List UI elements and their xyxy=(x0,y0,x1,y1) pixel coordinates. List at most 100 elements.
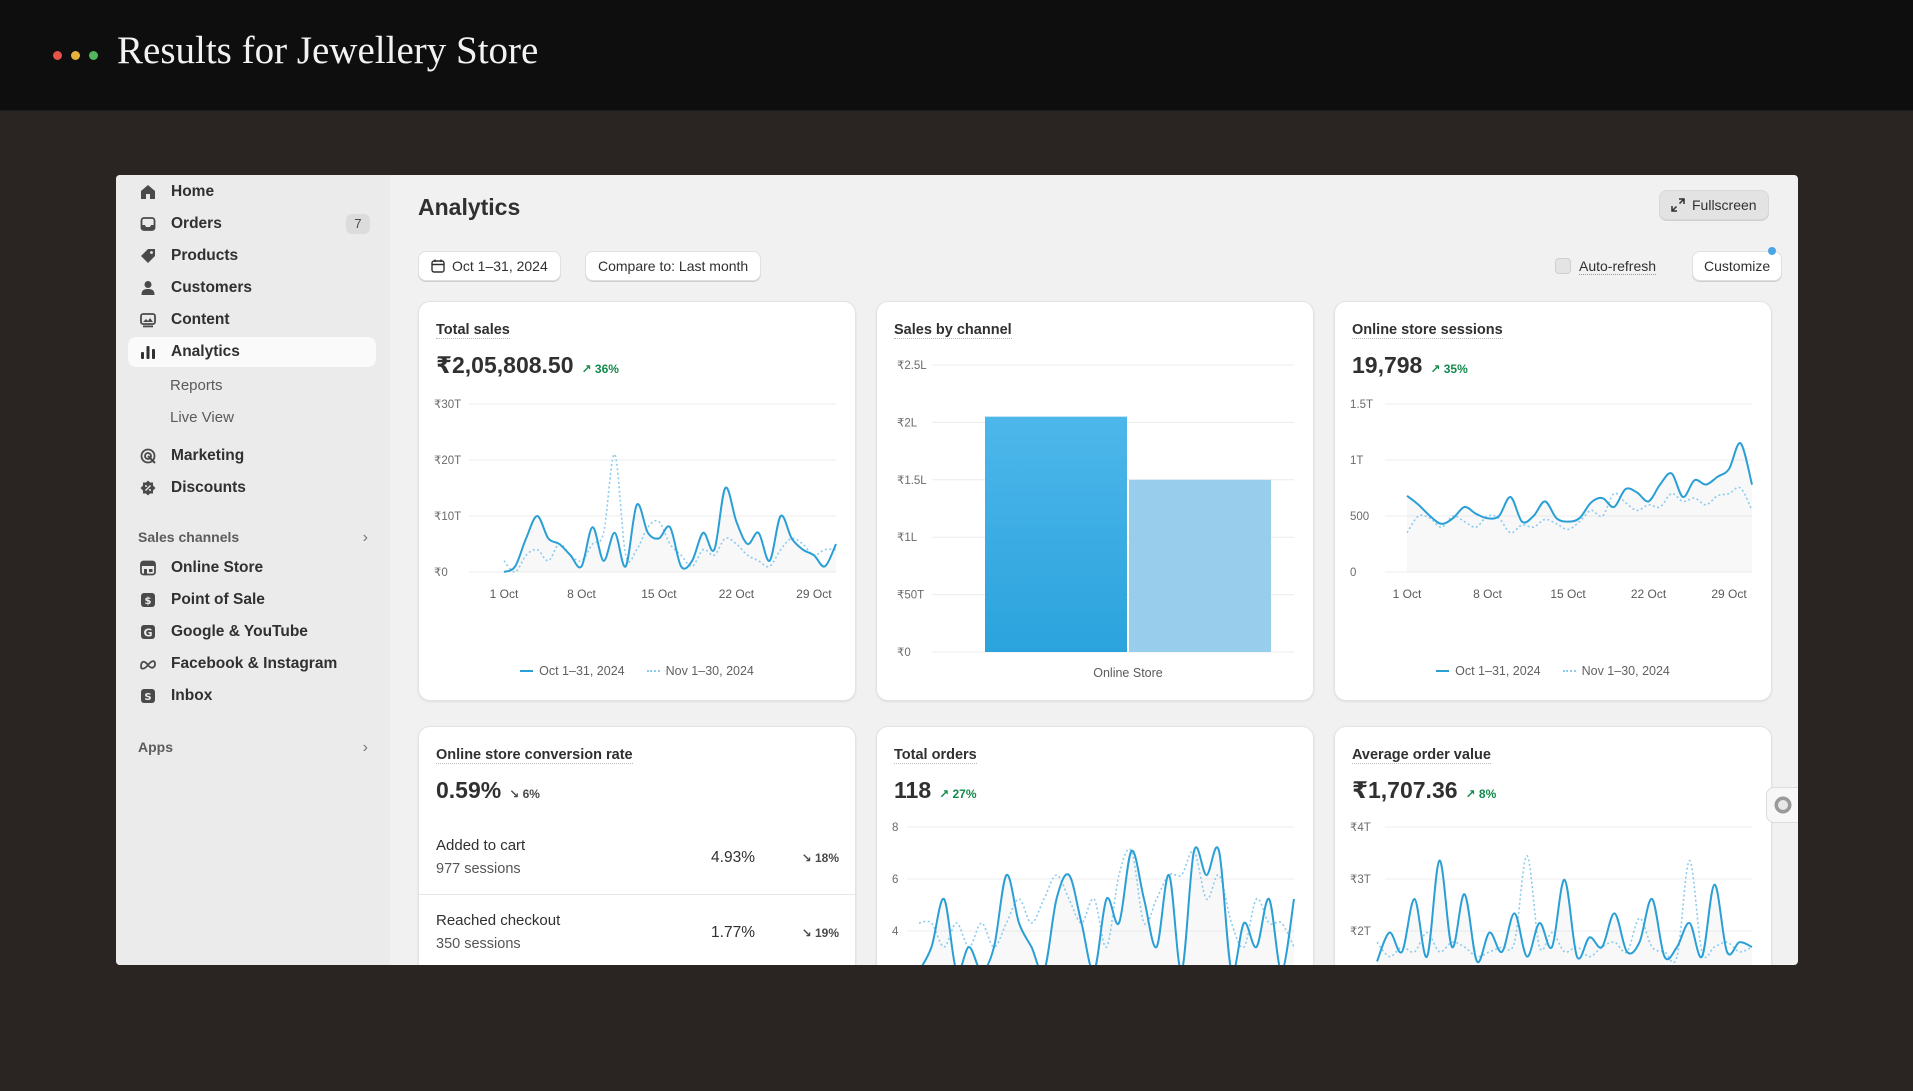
assistant-button[interactable] xyxy=(1766,787,1798,823)
series-area xyxy=(1407,442,1752,572)
total-orders-card[interactable]: 8 6 4 Total orders 118 ↗ 27% xyxy=(876,726,1314,965)
svg-text:$: $ xyxy=(145,596,152,607)
legend-current-label: Oct 1–31, 2024 xyxy=(539,664,625,678)
sidebar-item-inbox[interactable]: S Inbox xyxy=(128,681,376,711)
y-tick-label: ₹2T xyxy=(1350,926,1371,938)
y-tick-label: ₹50T xyxy=(897,590,924,602)
auto-refresh-label[interactable]: Auto-refresh xyxy=(1579,258,1657,275)
y-tick-label: ₹20T xyxy=(434,455,461,467)
customize-button[interactable]: Customize xyxy=(1692,251,1783,281)
sales-by-channel-card[interactable]: ₹2.5L ₹2L ₹1.5L ₹1L ₹50T ₹0 Online Store Sales… xyxy=(876,301,1314,701)
sidebar-item-online-store[interactable]: Online Store xyxy=(128,553,376,583)
chevron-right-icon: › xyxy=(362,529,368,546)
sidebar-subitem-reports[interactable]: Reports xyxy=(170,377,223,394)
sidebar-item-content[interactable]: Content xyxy=(128,305,376,335)
total-sales-chart: ₹30T ₹20T ₹10T ₹0 1 Oct 8 Oct 15 Oct 22 Oct 29 O… xyxy=(434,399,837,601)
sidebar-item-analytics[interactable]: Analytics xyxy=(128,337,376,367)
sales-channels-label: Sales channels xyxy=(138,529,240,545)
series-line-previous xyxy=(918,848,1295,949)
online-store-sessions-card[interactable]: 1.5T 1T 500 0 1 Oct 8 Oct 15 Oct 22 Oct 29 Oct O… xyxy=(1334,301,1772,701)
legend-previous-label: Nov 1–30, 2024 xyxy=(665,664,754,678)
aov-value: ₹1,707.36 ↗ 8% xyxy=(1352,777,1496,804)
sidebar-item-orders[interactable]: Orders 7 xyxy=(128,209,376,239)
funnel-sessions: 350 sessions xyxy=(436,936,521,952)
legend-previous: Nov 1–30, 2024 xyxy=(646,664,754,678)
card-title: Sales by channel xyxy=(894,322,1012,339)
y-tick-label: 0 xyxy=(1350,567,1356,579)
sales-channels-heading[interactable]: Sales channels › xyxy=(138,529,368,547)
series-line-current xyxy=(921,846,1295,965)
sidebar-item-customers[interactable]: Customers xyxy=(128,273,376,303)
legend-previous-label: Nov 1–30, 2024 xyxy=(1581,664,1670,678)
card-title: Online store sessions xyxy=(1352,322,1503,339)
conversion-rate-card[interactable]: Online store conversion rate 0.59% ↘ 6% … xyxy=(418,726,856,965)
total-sales-card[interactable]: ₹30T ₹20T ₹10T ₹0 1 Oct 8 Oct 15 Oct 22 Oct 29 O… xyxy=(418,301,856,701)
close-dot[interactable] xyxy=(53,51,62,60)
y-tick-label: 4 xyxy=(892,926,899,938)
orders-count-badge: 7 xyxy=(346,214,370,234)
fullscreen-button[interactable]: Fullscreen xyxy=(1659,190,1769,220)
card-title: Online store conversion rate xyxy=(436,747,633,764)
chevron-right-icon: › xyxy=(362,739,368,756)
window-titlebar: Results for Jewellery Store xyxy=(0,0,1913,111)
sidebar-item-label: Analytics xyxy=(171,343,240,360)
apps-label: Apps xyxy=(138,739,173,755)
chart-legend: Oct 1–31, 2024 Nov 1–30, 2024 xyxy=(1335,664,1771,678)
chart-legend: Oct 1–31, 2024 Nov 1–30, 2024 xyxy=(419,664,855,678)
total-orders-chart: 8 6 4 xyxy=(892,822,1295,965)
y-tick-label: ₹0 xyxy=(434,567,448,579)
funnel-label: Reached checkout xyxy=(436,912,561,929)
y-tick-label: ₹1L xyxy=(897,532,918,544)
sessions-value: 19,798 ↗ 35% xyxy=(1352,352,1468,379)
metric-value: ₹2,05,808.50 xyxy=(436,352,574,378)
x-tick-label: 8 Oct xyxy=(567,587,596,601)
bar-chart-icon xyxy=(139,343,157,361)
svg-text:G: G xyxy=(143,626,152,639)
funnel-change: ↘ 19% xyxy=(801,926,839,940)
sidebar-item-facebook-instagram[interactable]: Facebook & Instagram xyxy=(128,649,376,679)
y-tick-label: ₹10T xyxy=(434,511,461,523)
assistant-icon xyxy=(1773,795,1793,815)
sidebar-item-home[interactable]: Home xyxy=(128,177,376,207)
date-range-picker[interactable]: Oct 1–31, 2024 xyxy=(418,251,561,281)
x-category-label: Online Store xyxy=(1093,666,1163,680)
series-area xyxy=(922,847,1294,965)
sidebar-subitem-live-view[interactable]: Live View xyxy=(170,409,234,426)
sidebar-item-label: Products xyxy=(171,247,239,264)
card-title: Total sales xyxy=(436,322,510,339)
window-title: Results for Jewellery Store xyxy=(117,29,539,72)
sidebar-item-discounts[interactable]: Discounts xyxy=(128,473,376,503)
series-area xyxy=(504,487,836,572)
sidebar-item-marketing[interactable]: Marketing xyxy=(128,441,376,471)
metric-value: 0.59% xyxy=(436,777,502,803)
auto-refresh-checkbox[interactable] xyxy=(1555,258,1571,274)
target-icon xyxy=(139,447,157,465)
sidebar-item-products[interactable]: Products xyxy=(128,241,376,271)
metric-value: ₹1,707.36 xyxy=(1352,777,1458,803)
funnel-percent: 1.77% xyxy=(711,924,755,941)
minimize-dot[interactable] xyxy=(71,51,80,60)
series-line-previous xyxy=(1376,854,1753,964)
svg-text:S: S xyxy=(144,692,151,703)
average-order-value-card[interactable]: ₹4T ₹3T ₹2T Average order value ₹1,707.36 … xyxy=(1334,726,1772,965)
sidebar-item-google-youtube[interactable]: G Google & YouTube xyxy=(128,617,376,647)
sidebar-item-label: Inbox xyxy=(171,687,213,704)
divider xyxy=(419,894,855,895)
legend-current: Oct 1–31, 2024 xyxy=(1436,664,1541,678)
calendar-icon xyxy=(431,259,445,273)
metric-delta: ↘ 6% xyxy=(509,787,540,801)
google-icon: G xyxy=(139,623,157,641)
legend-previous: Nov 1–30, 2024 xyxy=(1562,664,1670,678)
sidebar-item-point-of-sale[interactable]: $ Point of Sale xyxy=(128,585,376,615)
y-tick-label: 1T xyxy=(1350,455,1363,467)
y-tick-label: ₹30T xyxy=(434,399,461,411)
x-tick-label: 15 Oct xyxy=(1550,587,1586,601)
apps-heading[interactable]: Apps › xyxy=(138,739,368,757)
maximize-dot[interactable] xyxy=(89,51,98,60)
compare-label: Compare to: Last month xyxy=(598,258,749,274)
inbox-tray-icon xyxy=(139,215,157,233)
compare-to-button[interactable]: Compare to: Last month xyxy=(585,251,762,281)
analytics-app: Home Orders 7 Products Customers Conte xyxy=(116,175,1798,965)
metric-value: 118 xyxy=(894,777,932,803)
card-title: Total orders xyxy=(894,747,977,764)
